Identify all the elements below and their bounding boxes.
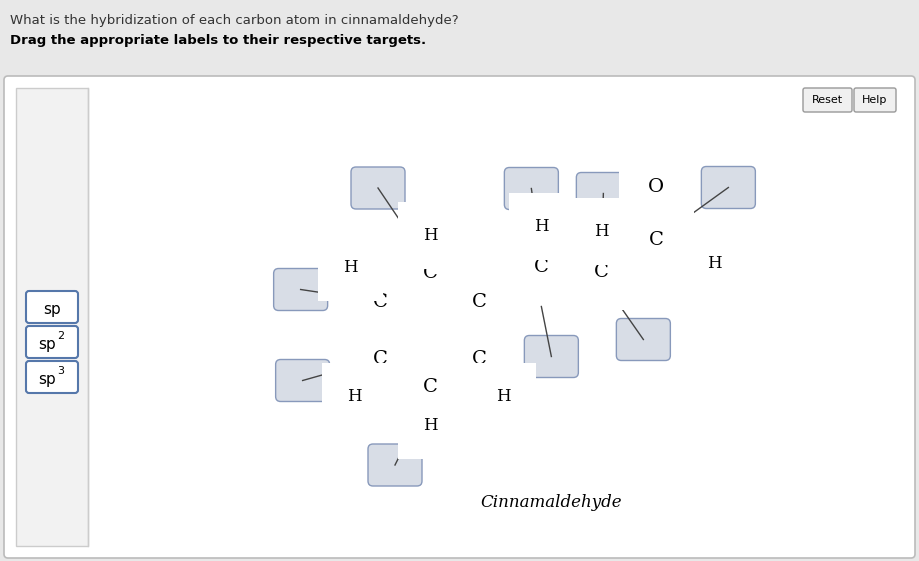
Text: C: C (423, 264, 437, 282)
Text: sp: sp (43, 301, 61, 316)
Text: C: C (373, 350, 388, 367)
Text: C: C (594, 263, 608, 280)
Text: C: C (472, 292, 487, 310)
Text: sp: sp (38, 337, 56, 352)
Text: C: C (649, 231, 664, 249)
Text: O: O (648, 177, 664, 195)
Text: H: H (347, 388, 362, 405)
Text: H: H (423, 227, 437, 243)
FancyBboxPatch shape (26, 291, 78, 323)
FancyBboxPatch shape (276, 360, 330, 402)
FancyBboxPatch shape (576, 172, 630, 214)
Text: C: C (534, 257, 549, 275)
Text: C: C (373, 292, 388, 310)
FancyBboxPatch shape (4, 76, 915, 558)
Text: H: H (423, 416, 437, 434)
FancyBboxPatch shape (525, 335, 578, 378)
FancyBboxPatch shape (368, 444, 422, 486)
Text: sp: sp (38, 371, 56, 387)
Text: 3: 3 (58, 366, 64, 376)
Text: C: C (423, 378, 437, 396)
FancyBboxPatch shape (26, 361, 78, 393)
FancyBboxPatch shape (617, 319, 670, 361)
Text: Help: Help (862, 95, 888, 105)
FancyBboxPatch shape (26, 326, 78, 358)
Text: Drag the appropriate labels to their respective targets.: Drag the appropriate labels to their res… (10, 34, 426, 47)
FancyBboxPatch shape (803, 88, 852, 112)
Text: 2: 2 (57, 331, 64, 341)
Text: H: H (534, 218, 549, 235)
FancyBboxPatch shape (854, 88, 896, 112)
FancyBboxPatch shape (701, 167, 755, 209)
Text: Reset: Reset (812, 95, 843, 105)
Text: What is the hybridization of each carbon atom in cinnamaldehyde?: What is the hybridization of each carbon… (10, 14, 459, 27)
FancyBboxPatch shape (505, 168, 559, 209)
FancyBboxPatch shape (351, 167, 405, 209)
Text: Cinnamaldehyde: Cinnamaldehyde (481, 494, 622, 511)
Text: H: H (496, 388, 511, 405)
Text: H: H (594, 223, 608, 240)
FancyBboxPatch shape (16, 88, 88, 546)
Text: H: H (344, 259, 357, 276)
FancyBboxPatch shape (274, 269, 328, 310)
Text: C: C (472, 350, 487, 367)
Text: H: H (707, 255, 721, 272)
